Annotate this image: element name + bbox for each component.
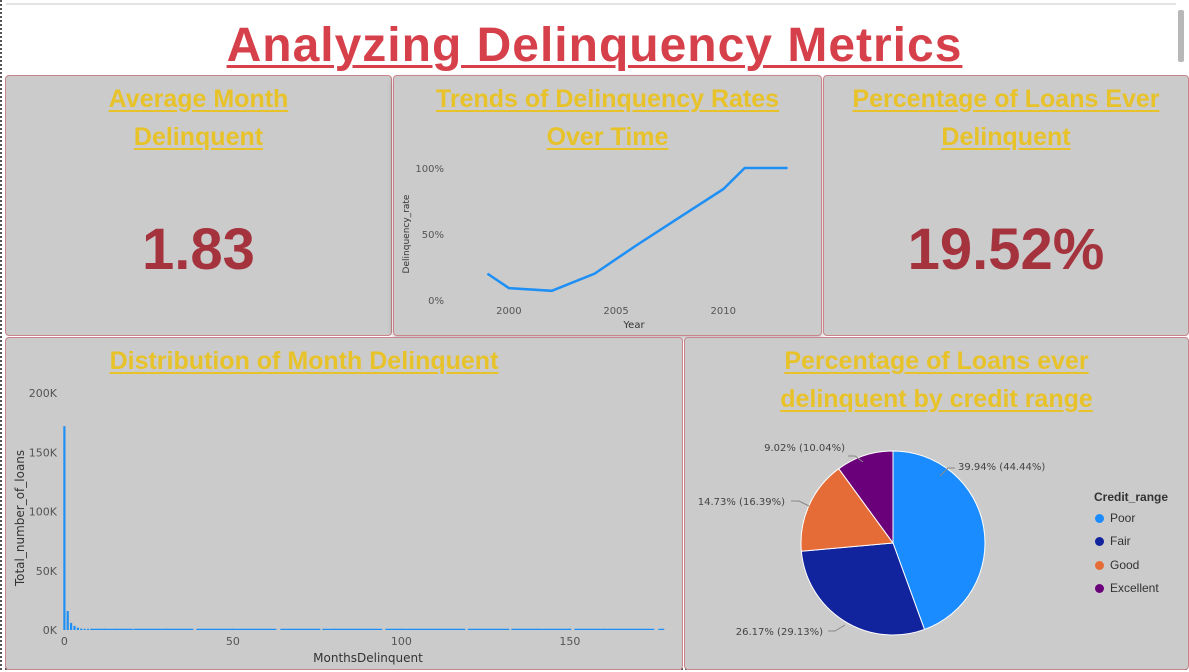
trend-xtick-label: 2005 [603, 306, 628, 317]
distribution-xlabel: MonthsDelinquent [313, 651, 423, 665]
scrollbar[interactable] [1178, 10, 1184, 62]
trend-xtick-label: 2010 [711, 306, 736, 317]
legend-marker-poor [1095, 513, 1104, 523]
distribution-ylabel: Total_number_of_loans [13, 450, 27, 587]
legend-item-excellent[interactable]: Excellent [1095, 581, 1159, 595]
distribution-ytick-label: 50K [36, 565, 58, 578]
pie-label-good: 14.73% (16.39%) [698, 497, 785, 508]
distribution-bar[interactable] [467, 628, 470, 630]
pie-slice-good[interactable] [800, 468, 894, 552]
legend-label-good: Good [1110, 558, 1140, 572]
tile-title: Percentage of Loans Ever Delinquent [852, 85, 1160, 151]
distribution-bar[interactable] [83, 628, 86, 630]
legend-label-poor: Poor [1110, 511, 1136, 525]
legend-marker-fair [1095, 536, 1104, 546]
distribution-bar[interactable] [73, 625, 76, 630]
pie-slice-excellent[interactable] [838, 450, 894, 545]
tile-average-month-delinquent[interactable]: Average Month Delinquent 1.83 [5, 75, 392, 336]
tile-credit-range-pie[interactable]: Percentage of Loans ever delinquent by c… [684, 337, 1189, 670]
kpi-value: 19.52% [907, 217, 1105, 282]
distribution-bar[interactable] [76, 627, 79, 630]
legend-marker-excellent [1095, 583, 1104, 593]
trend-ylabel: Delinquency_rate [402, 194, 412, 273]
trend-xlabel: Year [622, 320, 645, 331]
trend-chart: 100%50%0% 2000 2005 2010 Delinquency_rate … [402, 164, 788, 331]
trend-ytick-label: 0% [428, 296, 444, 307]
leader-line-poor [939, 467, 955, 477]
tile-title: Average Month Delinquent [108, 85, 289, 151]
leader-line-fair [828, 624, 846, 632]
distribution-bar[interactable] [66, 611, 69, 630]
distribution-bar[interactable] [130, 628, 133, 630]
distribution-bar[interactable] [86, 628, 90, 630]
kpi-value: 1.83 [142, 217, 255, 282]
distribution-xtick-label: 0 [61, 635, 68, 648]
distribution-bar[interactable] [90, 628, 93, 630]
trend-ytick-label: 50% [422, 230, 444, 241]
page-title: Analyzing Delinquency Metrics [226, 19, 963, 72]
distribution-bar[interactable] [80, 628, 83, 630]
tile-delinquency-trend[interactable]: Trends of Delinquency Rates Over Time 10… [393, 75, 822, 336]
pie-label-excellent: 9.02% (10.04%) [764, 443, 845, 454]
distribution-ytick-label: 200K [29, 387, 58, 400]
tile-title: Percentage of Loans ever delinquent by c… [780, 347, 1093, 413]
distribution-ytick-label: 100K [29, 506, 58, 519]
pie-legend-title: Credit_range [1094, 490, 1169, 504]
tile-title: Distribution of Month Delinquent [109, 347, 499, 375]
distribution-xtick-label: 150 [559, 635, 580, 648]
pie-label-poor: 39.94% (44.44%) [958, 462, 1045, 473]
trend-ytick-label: 100% [415, 164, 444, 175]
distribution-bar[interactable] [63, 426, 66, 630]
trend-xtick-label: 2000 [496, 306, 521, 317]
legend-item-good[interactable]: Good [1095, 558, 1139, 572]
leader-line-excellent [848, 455, 864, 463]
tile-title: Trends of Delinquency Rates Over Time [435, 85, 780, 151]
tile-pct-loans-ever-delinquent[interactable]: Percentage of Loans Ever Delinquent 19.5… [823, 75, 1189, 336]
legend-label-excellent: Excellent [1110, 581, 1159, 595]
distribution-bar[interactable] [70, 622, 73, 630]
legend-label-fair: Fair [1110, 534, 1131, 548]
distribution-xtick-label: 100 [391, 635, 412, 648]
distribution-ytick-label: 150K [29, 446, 58, 459]
pie-label-fair: 26.17% (29.13%) [736, 627, 823, 638]
pie-slice-fair[interactable] [800, 542, 926, 636]
legend-item-fair[interactable]: Fair [1095, 534, 1131, 548]
trend-series-line [486, 166, 788, 293]
distribution-xtick-label: 50 [226, 635, 240, 648]
distribution-chart: 200K 150K 100K 50K 0K 0 50 100 150 Total_number… [13, 387, 665, 665]
tile-distribution-month-delinquent[interactable]: Distribution of Month Delinquent 200K 150… [5, 337, 683, 670]
credit-range-pie-chart: 9.02% (10.04%) 39.94% (44.44%) 14.73% (1… [698, 443, 1046, 638]
legend-marker-good [1095, 560, 1104, 570]
pie-slice-poor[interactable] [892, 450, 986, 631]
leader-line-good [791, 500, 810, 507]
legend-item-poor[interactable]: Poor [1095, 511, 1135, 525]
distribution-ytick-label: 0K [43, 624, 58, 637]
top-divider [6, 3, 1176, 5]
